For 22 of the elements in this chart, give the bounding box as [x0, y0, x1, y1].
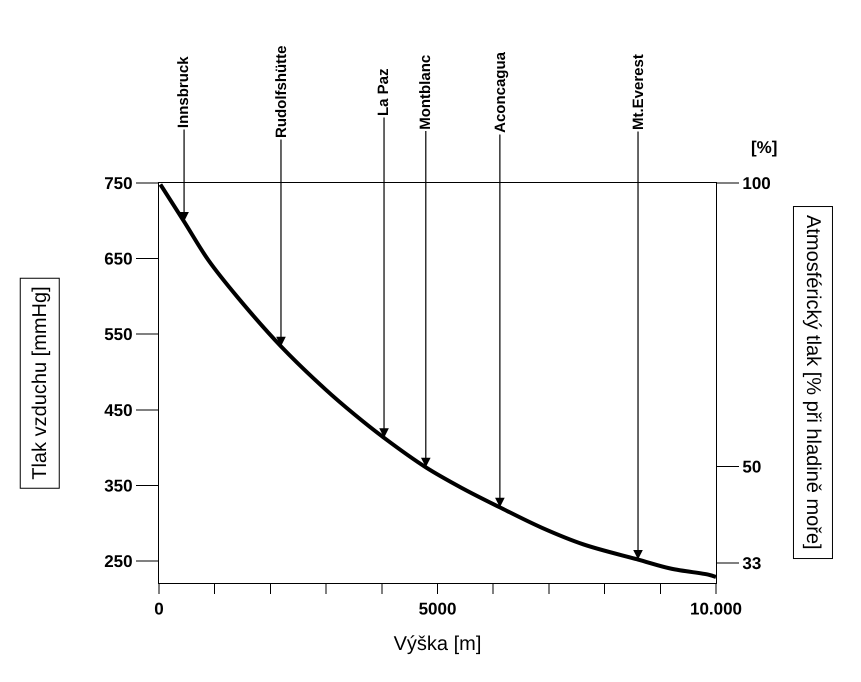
x-tick-label: 5000	[418, 599, 456, 618]
y-tick-label: 550	[104, 325, 133, 344]
y2-tick-label: 50	[742, 458, 762, 477]
y2-axis-title: Atmosférický tlak [% při hladině moře]	[802, 215, 824, 550]
annotation: Montblanc	[416, 54, 434, 130]
x-axis-title: Výška [m]	[394, 632, 482, 655]
x-tick-label: 0	[154, 599, 164, 618]
annotation: Innsbruck	[175, 56, 192, 128]
y-tick-label: 450	[104, 400, 133, 420]
y-tick-label: 750	[104, 174, 133, 193]
y-tick-label: 350	[104, 476, 133, 496]
x-tick-label: 10.000	[690, 599, 742, 618]
annotation: Mt.Everest	[630, 54, 648, 130]
y2-tick-label: 33	[742, 554, 762, 574]
annotation: Rudolfshütte	[272, 46, 290, 138]
y-tick-label: 650	[104, 250, 133, 269]
text: [%]	[751, 138, 778, 157]
y2-tick-label: 100	[742, 174, 771, 193]
annotation: Aconcagua	[492, 51, 509, 133]
y-axis-title: Tlak vzduchu [mmHg]	[28, 286, 51, 480]
y-tick-label: 250	[104, 552, 133, 572]
annotation: La Paz	[375, 68, 392, 116]
